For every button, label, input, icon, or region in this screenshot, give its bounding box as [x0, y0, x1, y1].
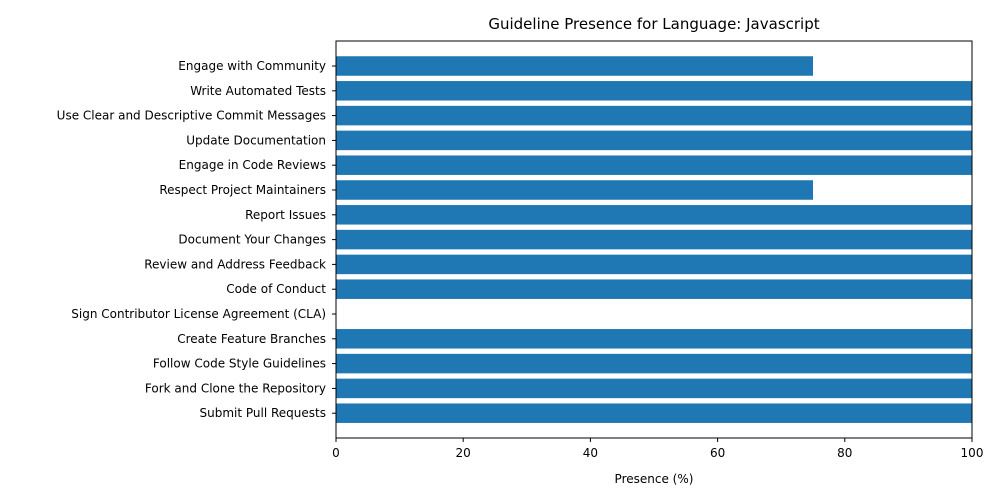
bar-11	[336, 329, 972, 349]
bar-8	[336, 254, 972, 275]
bar-0	[336, 56, 813, 76]
x-tick-label: 0	[332, 446, 340, 460]
y-tick-label: Create Feature Branches	[177, 332, 326, 346]
bar-1	[336, 81, 972, 101]
chart-title: Guideline Presence for Language: Javascr…	[488, 15, 819, 33]
bar-9	[336, 279, 972, 299]
bar-12	[336, 353, 972, 374]
bar-5	[336, 180, 813, 200]
y-tick-label: Engage in Code Reviews	[179, 158, 326, 172]
bars-group	[336, 56, 972, 423]
x-tick-label: 80	[837, 446, 852, 460]
y-tick-label: Review and Address Feedback	[144, 257, 326, 271]
y-tick-label: Engage with Community	[178, 59, 326, 73]
x-tick-labels: 0 20 40 60 80 100	[332, 438, 983, 460]
bar-7	[336, 229, 972, 250]
bar-3	[336, 130, 972, 151]
y-tick-labels: Engage with Community Write Automated Tes…	[57, 59, 336, 420]
y-tick-label: Sign Contributor License Agreement (CLA)	[71, 307, 326, 321]
x-tick-label: 40	[583, 446, 598, 460]
x-tick-label: 100	[961, 446, 984, 460]
x-tick-label: 60	[710, 446, 725, 460]
bar-2	[336, 105, 972, 126]
y-tick-label: Respect Project Maintainers	[159, 183, 326, 197]
bar-4	[336, 155, 972, 175]
y-tick-label: Follow Code Style Guidelines	[153, 357, 326, 371]
y-tick-label: Write Automated Tests	[190, 84, 326, 98]
y-tick-label: Code of Conduct	[226, 282, 326, 296]
y-tick-label: Document Your Changes	[178, 233, 326, 247]
plot-frame	[335, 40, 973, 439]
bar-13	[336, 378, 972, 399]
y-tick-label: Use Clear and Descriptive Commit Message…	[57, 109, 326, 123]
y-tick-label: Fork and Clone the Repository	[145, 381, 326, 395]
x-axis-label: Presence (%)	[615, 472, 694, 486]
y-tick-label: Update Documentation	[186, 133, 326, 147]
x-tick-label: 20	[456, 446, 471, 460]
y-tick-label: Submit Pull Requests	[200, 406, 327, 420]
bar-6	[336, 205, 972, 225]
bar-14	[336, 403, 972, 423]
y-tick-label: Report Issues	[245, 208, 326, 222]
